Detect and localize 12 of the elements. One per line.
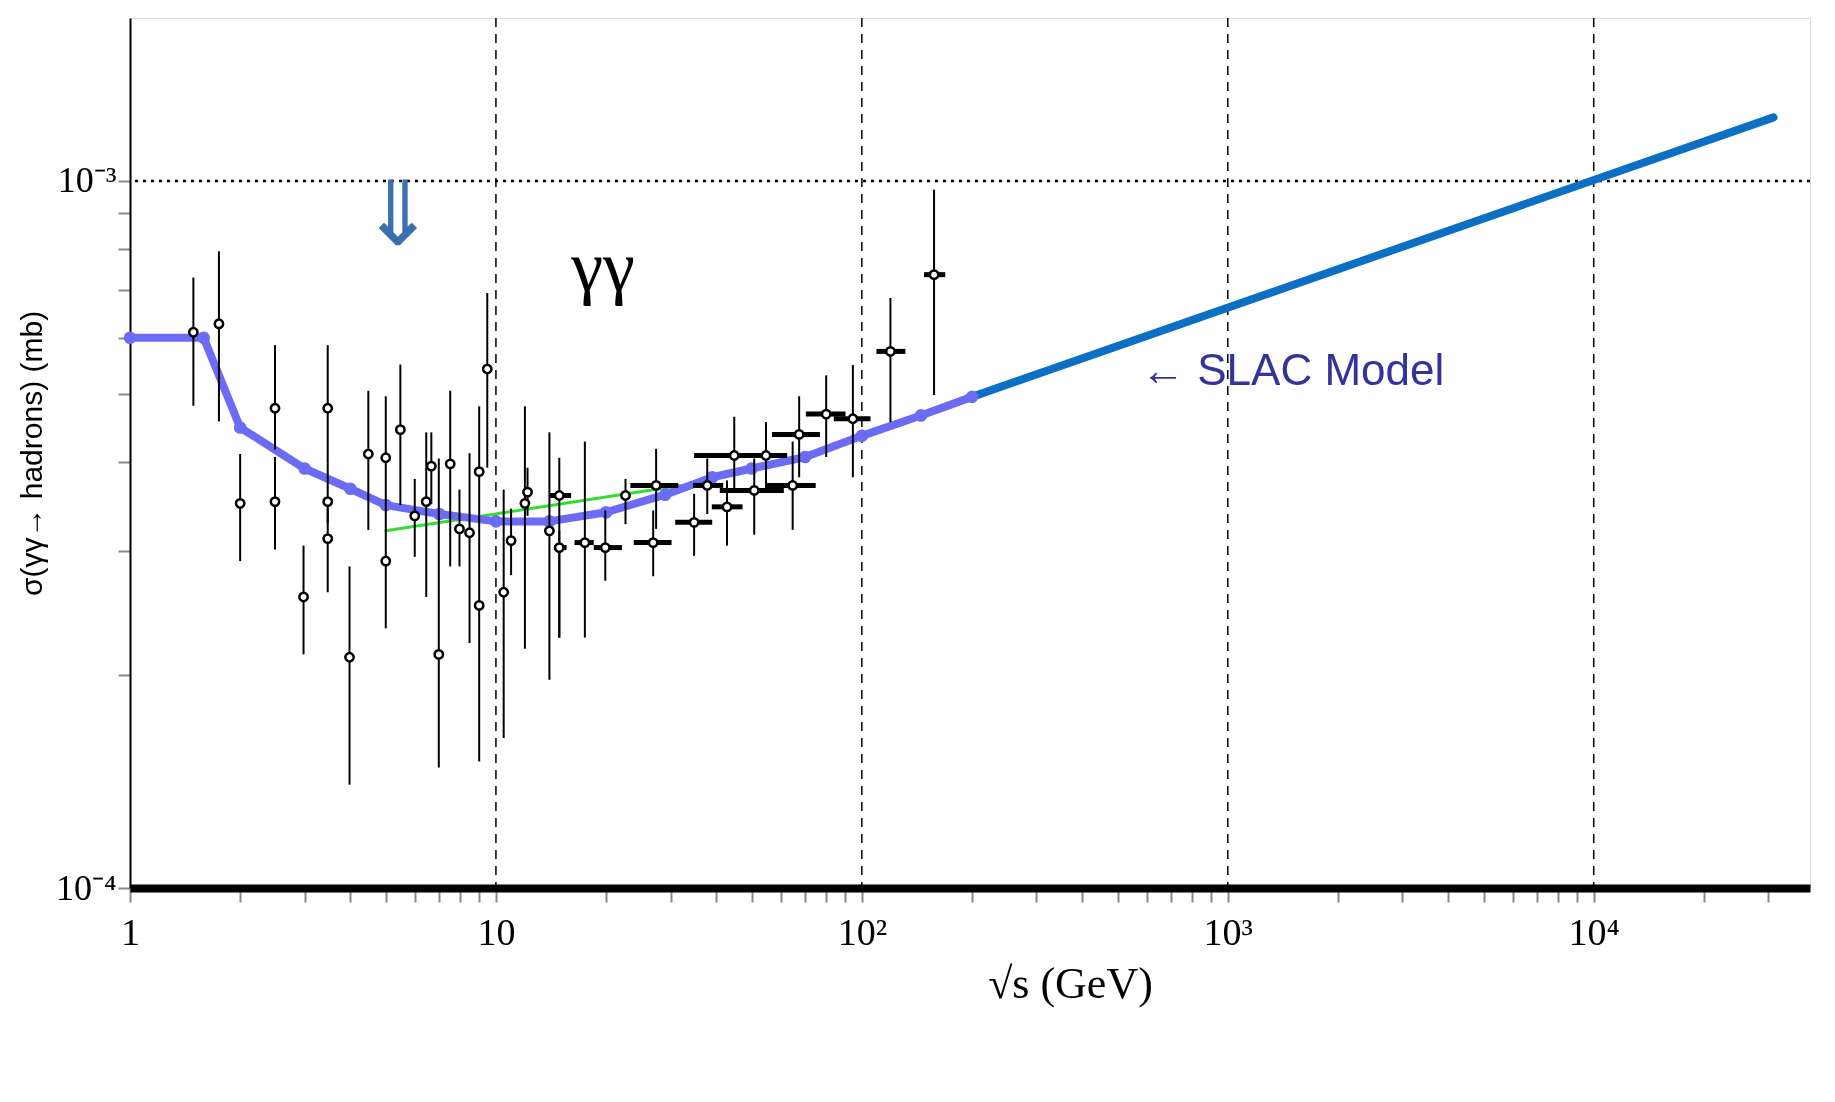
x-axis-title: √s (GeV) xyxy=(988,958,1153,1008)
annotation: γγ xyxy=(570,227,635,307)
y-axis-title: σ(γγ→ hadrons) (mb) xyxy=(14,310,48,597)
y-tick-label: 10⁻³ xyxy=(57,160,117,201)
annotation: ← SLAC Model xyxy=(1141,345,1445,394)
x-tick-label: 10³ xyxy=(1203,910,1253,953)
annotation: ⇓ xyxy=(360,161,436,266)
x-tick-label: 1 xyxy=(121,910,140,953)
x-tick-label: 10⁴ xyxy=(1568,910,1620,953)
x-tick-label: 10 xyxy=(477,910,516,953)
y-tick-label: 10⁻⁴ xyxy=(55,867,117,908)
x-tick-label: 10² xyxy=(837,910,888,953)
